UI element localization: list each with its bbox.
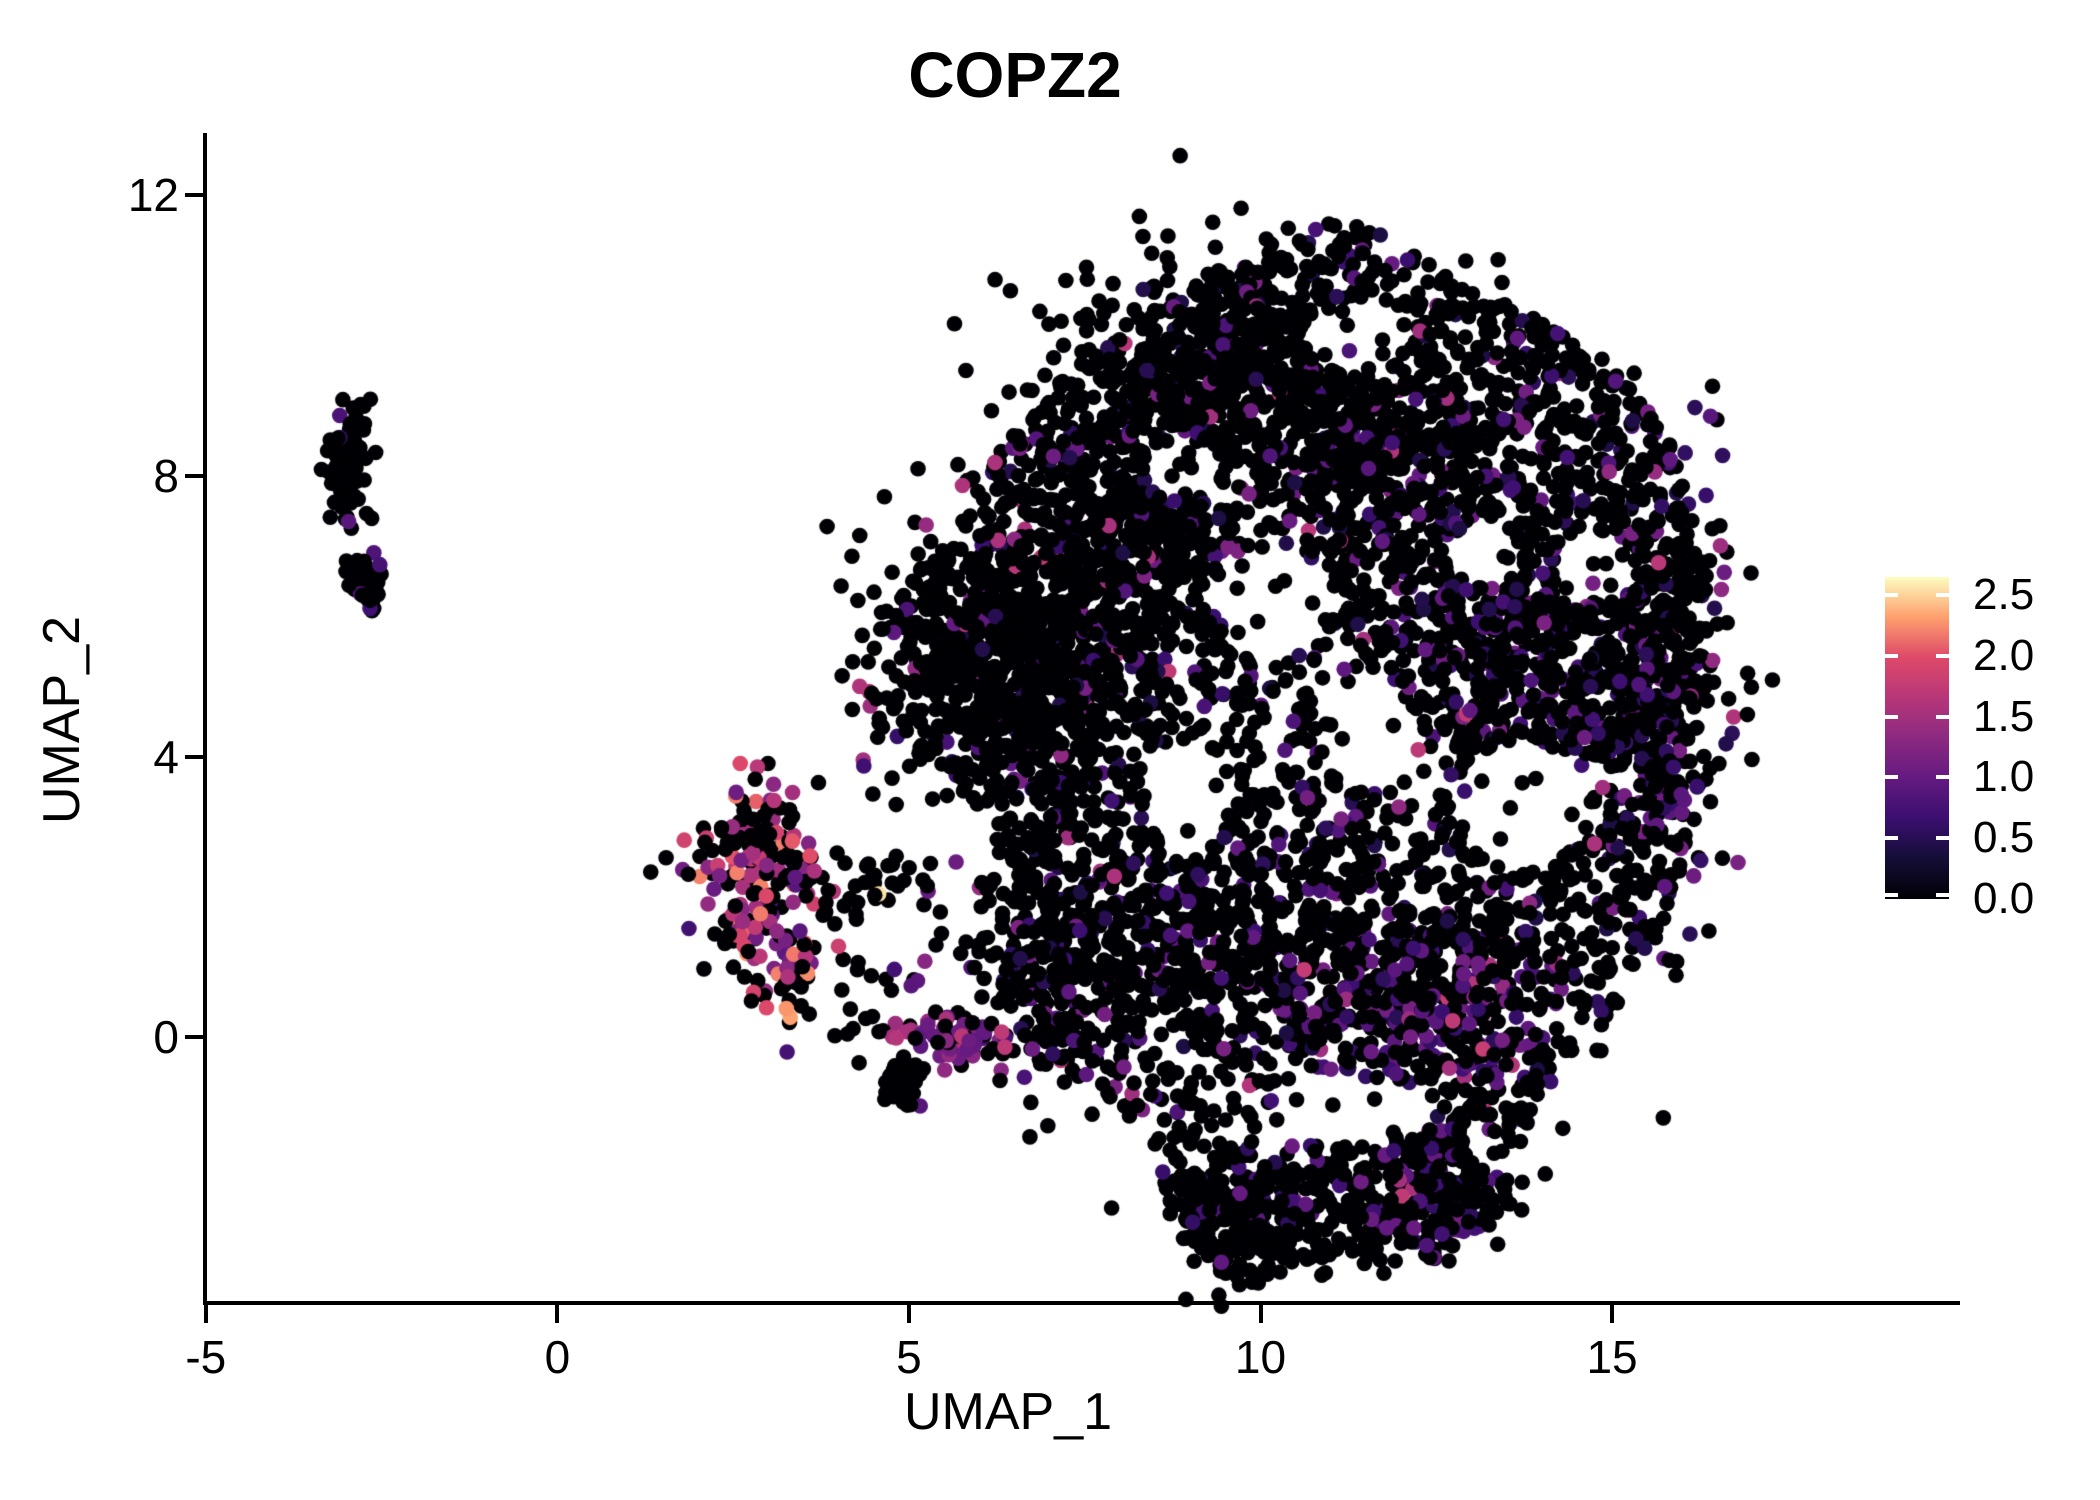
x-tick-mark: [906, 1305, 911, 1323]
y-tick-label: 12: [127, 169, 179, 222]
x-tick-mark: [203, 1305, 208, 1323]
colorbar-tick-mark: [1936, 653, 1949, 658]
colorbar-tick-mark: [1936, 775, 1949, 780]
y-axis-line: [203, 133, 207, 1305]
y-tick-mark: [185, 473, 203, 478]
colorbar-tick-label: 1.5: [1973, 691, 2035, 741]
x-tick-label: 15: [1586, 1331, 1638, 1383]
colorbar-gradient: [1885, 577, 1949, 899]
page-title: COPZ2: [908, 39, 1122, 111]
x-tick-label: 5: [896, 1331, 922, 1383]
colorbar-tick-mark: [1885, 893, 1898, 897]
colorbar-tick-mark: [1885, 653, 1898, 658]
colorbar-tick-mark: [1936, 714, 1949, 719]
y-tick-mark: [185, 1035, 203, 1040]
colorbar-tick-mark: [1885, 775, 1898, 780]
x-tick-label: 10: [1234, 1331, 1287, 1383]
y-tick-mark: [185, 754, 203, 759]
colorbar-tick-mark: [1936, 836, 1949, 841]
x-axis-title: UMAP_1: [903, 1383, 1113, 1441]
y-tick-mark: [185, 193, 203, 198]
x-tick-label: -5: [185, 1331, 227, 1383]
y-tick-label: 4: [153, 730, 179, 783]
y-tick-label: 0: [153, 1011, 179, 1064]
colorbar-tick-label: 2.5: [1973, 570, 2035, 620]
colorbar-tick-mark: [1885, 836, 1898, 841]
y-tick-label: 8: [153, 449, 179, 502]
x-tick-mark: [1610, 1305, 1615, 1323]
y-axis-title: UMAP_2: [33, 615, 91, 825]
colorbar-tick-mark: [1936, 893, 1949, 897]
colorbar-tick-label: 2.0: [1973, 630, 2035, 680]
colorbar-tick-mark: [1936, 593, 1949, 598]
colorbar-tick-label: 0.5: [1973, 813, 2035, 863]
colorbar-tick-label: 1.0: [1973, 752, 2035, 802]
colorbar-tick-mark: [1885, 714, 1898, 719]
x-tick-mark: [555, 1305, 560, 1323]
x-tick-label: 0: [544, 1331, 571, 1383]
x-tick-mark: [1258, 1305, 1263, 1323]
x-axis-line: [203, 1301, 1960, 1305]
colorbar-tick-mark: [1885, 593, 1898, 598]
colorbar-tick-label: 0.0: [1973, 874, 2035, 923]
